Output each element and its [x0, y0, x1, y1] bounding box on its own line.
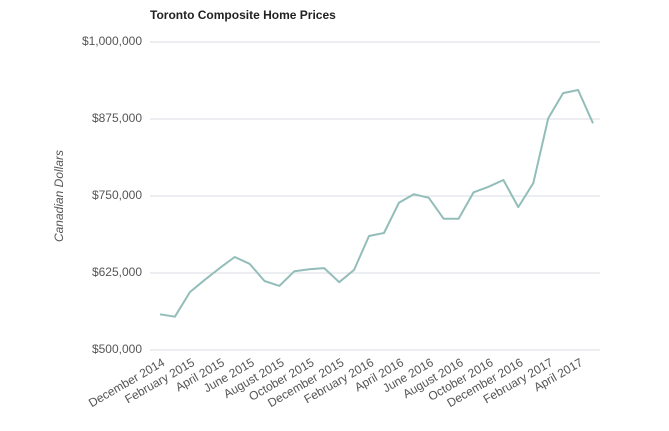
chart-title: Toronto Composite Home Prices [150, 8, 336, 22]
y-axis-label: Canadian Dollars [52, 150, 66, 242]
y-tick-label: $625,000 [92, 265, 142, 279]
y-tick-label: $750,000 [92, 188, 142, 202]
price-line [159, 89, 594, 318]
y-tick-label: $500,000 [92, 342, 142, 356]
y-tick-label: $875,000 [92, 111, 142, 125]
y-tick-label: $1,000,000 [82, 34, 142, 48]
